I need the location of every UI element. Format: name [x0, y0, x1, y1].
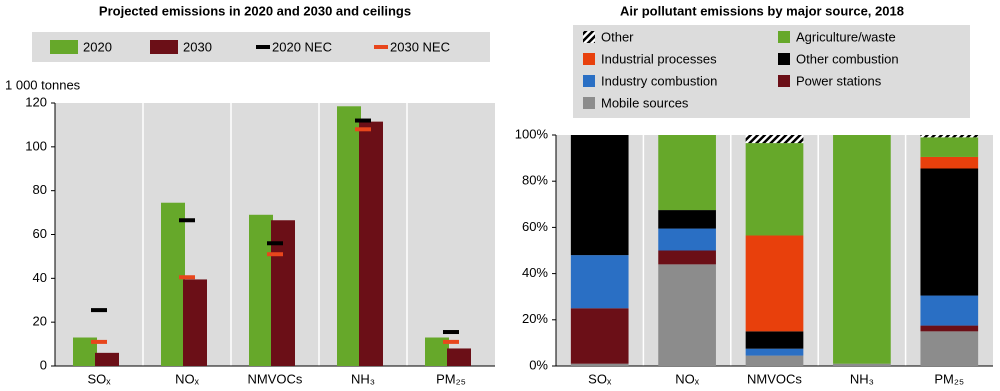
bar-segment	[658, 228, 716, 251]
bar-segment	[658, 250, 716, 265]
bar-segment	[833, 135, 891, 364]
bar-segment	[570, 135, 629, 256]
legend-label: Mobile sources	[601, 95, 689, 110]
bar-segment	[920, 135, 979, 138]
bar	[337, 106, 361, 366]
legend-label: 2030 NEC	[390, 39, 450, 54]
y-tick-label: 20	[33, 314, 47, 329]
x-tick-label: PM₂₅	[436, 371, 466, 386]
legend-swatch	[583, 75, 595, 87]
legend-swatch	[50, 40, 78, 54]
bar-segment	[658, 264, 716, 366]
bar	[249, 214, 273, 366]
bar-segment	[570, 308, 629, 364]
legend-label: Other	[601, 29, 634, 44]
x-tick-label: PM₂₅	[934, 371, 964, 386]
legend-label: Power stations	[796, 73, 882, 88]
y-axis-label: 1 000 tonnes	[5, 77, 81, 92]
legend-label: 2020	[83, 39, 112, 54]
x-tick-label: NMVOCs	[248, 371, 303, 386]
y-tick-label: 100%	[515, 126, 549, 141]
bar-segment	[745, 143, 804, 236]
legend-swatch	[778, 31, 790, 43]
legend-swatch	[583, 31, 595, 43]
bar-segment	[920, 295, 979, 326]
y-tick-label: 80	[33, 182, 47, 197]
bar	[447, 348, 471, 366]
bar	[95, 352, 119, 366]
bar-segment	[745, 135, 804, 144]
bar-segment	[745, 331, 804, 349]
legend-swatch	[778, 75, 790, 87]
bar	[183, 279, 207, 366]
bar-segment	[658, 135, 716, 211]
bar-segment	[920, 331, 979, 366]
legend-swatch	[778, 53, 790, 65]
x-tick-label: NH₃	[850, 371, 874, 386]
y-tick-label: 0%	[529, 357, 548, 372]
x-tick-label: NMVOCs	[747, 371, 802, 386]
y-tick-label: 80%	[522, 173, 548, 188]
legend-label: Industrial processes	[601, 51, 717, 66]
bar-segment	[920, 168, 979, 296]
y-tick-label: 40%	[522, 265, 548, 280]
y-tick-label: 20%	[522, 311, 548, 326]
bar-segment	[570, 255, 629, 309]
bar-segment	[658, 210, 716, 229]
bar	[161, 202, 185, 366]
legend-swatch	[150, 40, 178, 54]
y-tick-label: 0	[40, 357, 47, 372]
bar-segment	[745, 355, 804, 366]
bar-segment	[570, 363, 629, 366]
legend-label: Industry combustion	[601, 73, 717, 88]
legend-label: 2020 NEC	[272, 39, 332, 54]
legend-label: 2030	[183, 39, 212, 54]
y-tick-label: 120	[25, 94, 47, 109]
legend-label: Other combustion	[796, 51, 899, 66]
y-tick-label: 40	[33, 270, 47, 285]
bar-segment	[920, 325, 979, 332]
y-tick-label: 60	[33, 226, 47, 241]
legend-swatch	[583, 53, 595, 65]
x-tick-label: SOₓ	[588, 371, 612, 386]
x-tick-label: NH₃	[351, 371, 375, 386]
x-tick-label: NOₓ	[175, 371, 200, 386]
bar-segment	[745, 235, 804, 332]
bar	[359, 121, 383, 366]
bar-segment	[920, 137, 979, 157]
bar-segment	[833, 363, 891, 366]
y-tick-label: 60%	[522, 219, 548, 234]
legend-swatch	[583, 97, 595, 109]
chart-title: Projected emissions in 2020 and 2030 and…	[99, 3, 411, 18]
chart-title: Air pollutant emissions by major source,…	[620, 3, 904, 18]
x-tick-label: NOₓ	[675, 371, 700, 386]
bar-segment	[745, 348, 804, 356]
bar-segment	[920, 156, 979, 169]
y-tick-label: 100	[25, 138, 47, 153]
x-tick-label: SOₓ	[87, 371, 111, 386]
legend-label: Agriculture/waste	[796, 29, 896, 44]
legend-box	[573, 25, 970, 118]
